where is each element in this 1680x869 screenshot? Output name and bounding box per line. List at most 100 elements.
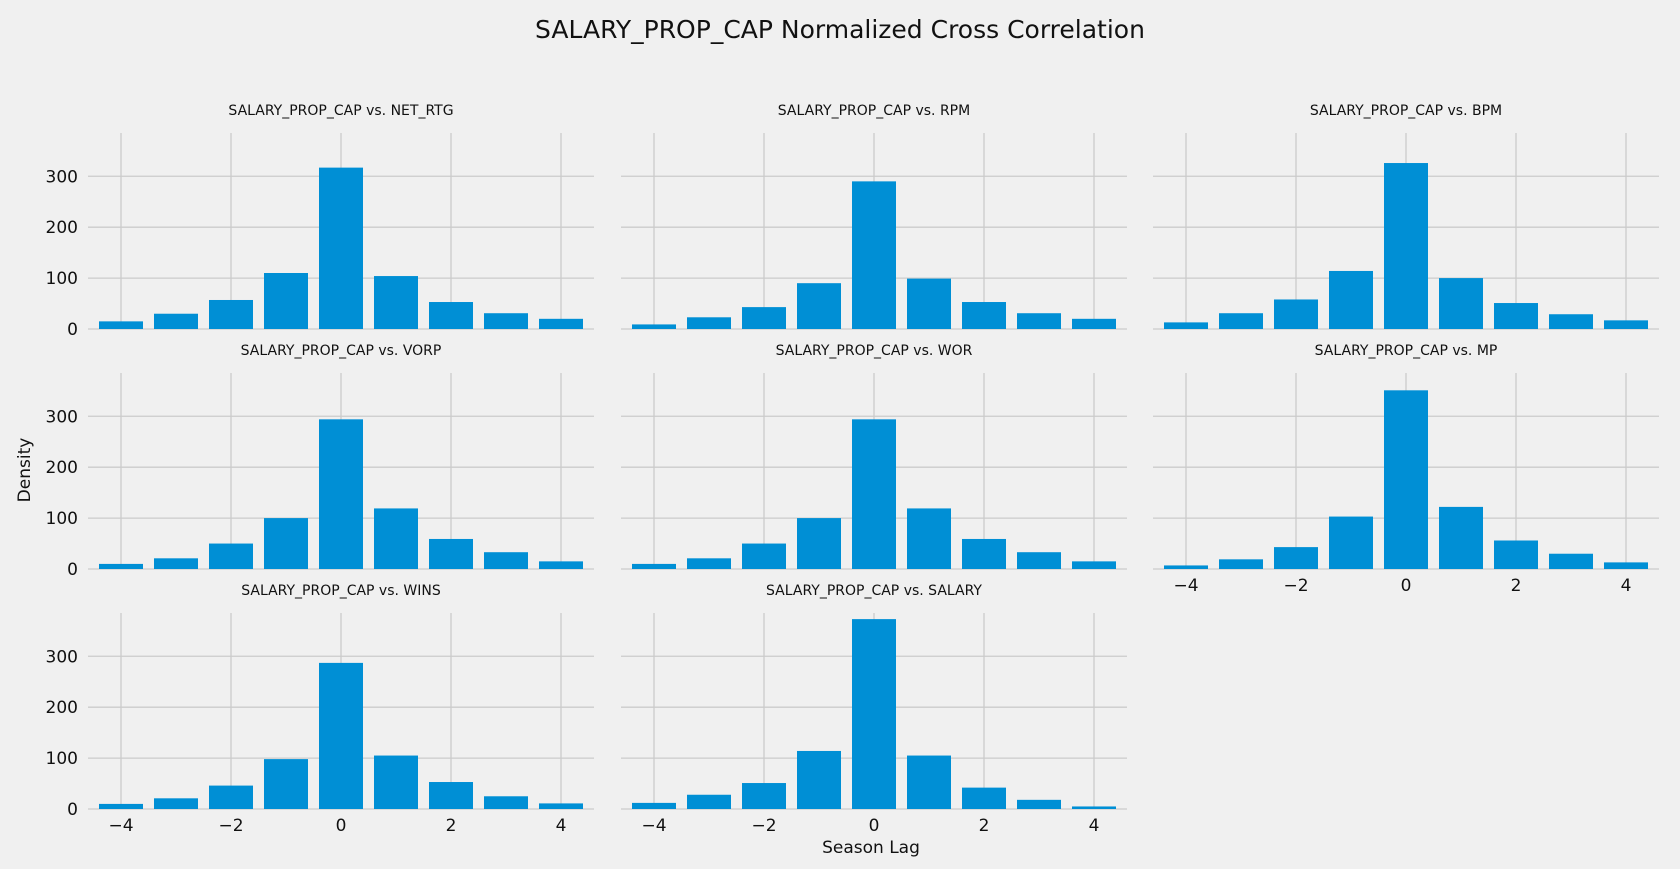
y-tick-label: 300 (46, 167, 78, 187)
x-tick-label: 2 (979, 816, 990, 836)
subplot-title: SALARY_PROP_CAP vs. RPM (778, 103, 970, 119)
bar-lag--2 (742, 783, 786, 809)
y-tick-label: 0 (67, 560, 78, 580)
bar-lag-4 (1072, 561, 1116, 569)
x-tick-label: 0 (869, 816, 880, 836)
x-tick-label: −4 (1173, 576, 1198, 596)
bar-lag-0 (319, 419, 363, 569)
bar-lag-4 (1604, 562, 1648, 569)
bar-lag-0 (852, 181, 896, 329)
x-tick-label: 4 (1089, 816, 1100, 836)
bar-lag-1 (374, 508, 418, 569)
bar-lag-1 (374, 276, 418, 329)
x-tick-label: −2 (1283, 576, 1308, 596)
x-tick-label: 4 (1621, 576, 1632, 596)
bar-lag-4 (1604, 320, 1648, 329)
y-tick-label: 100 (46, 509, 78, 529)
subplot-title: SALARY_PROP_CAP vs. SALARY (766, 583, 982, 599)
bar-lag-3 (1017, 552, 1061, 569)
subplot-grid: SALARY_PROP_CAP vs. NET_RTG0100200300SAL… (46, 103, 1659, 836)
subplot-title: SALARY_PROP_CAP vs. WINS (241, 583, 441, 599)
bar-lag-3 (484, 313, 528, 329)
x-tick-label: −4 (108, 816, 133, 836)
subplot-title: SALARY_PROP_CAP vs. MP (1315, 343, 1498, 359)
subplot-title: SALARY_PROP_CAP vs. VORP (241, 343, 442, 359)
bar-lag-4 (539, 803, 583, 809)
bar-lag--3 (687, 317, 731, 329)
bar-lag--2 (742, 543, 786, 569)
bar-lag--3 (154, 798, 198, 809)
y-axis-label: Density (15, 438, 35, 503)
bar-lag--2 (209, 543, 253, 569)
bar-lag-0 (852, 619, 896, 809)
subplot-6: SALARY_PROP_CAP vs. MP −4 −2 0 2 4 (1153, 343, 1659, 596)
bar-lag--2 (1274, 299, 1318, 329)
bar-lag--4 (99, 803, 143, 809)
x-tick-label: 4 (556, 816, 567, 836)
y-tick-label: 200 (46, 218, 78, 238)
bar-lag--4 (99, 563, 143, 569)
bar-lag-2 (429, 538, 473, 569)
bar-lag--2 (742, 307, 786, 329)
bar-lag--3 (1219, 313, 1263, 329)
subplot-title: SALARY_PROP_CAP vs. NET_RTG (228, 103, 453, 119)
y-tick-label: 300 (46, 647, 78, 667)
bar-lag-2 (429, 302, 473, 329)
y-tick-label: 100 (46, 269, 78, 289)
subplot-3: SALARY_PROP_CAP vs. BPM (1153, 103, 1659, 330)
bar-lag--4 (99, 321, 143, 329)
x-tick-label: 0 (1401, 576, 1412, 596)
bar-lag--2 (209, 785, 253, 809)
y-tick-label: 0 (67, 800, 78, 820)
subplot-2: SALARY_PROP_CAP vs. RPM (621, 103, 1127, 330)
bar-lag--3 (154, 558, 198, 569)
bar-lag-2 (962, 538, 1006, 569)
subplot-4: SALARY_PROP_CAP vs. VORP 0 100 200 300 (46, 343, 594, 580)
bar-lag-3 (1017, 313, 1061, 329)
y-tick-label: 100 (46, 749, 78, 769)
x-tick-label: −2 (751, 816, 776, 836)
bar-lag-0 (852, 419, 896, 569)
subplot-8: SALARY_PROP_CAP vs. SALARY −4 −2 0 2 4 (621, 583, 1127, 836)
bar-lag--2 (1274, 547, 1318, 569)
bar-lag--1 (264, 518, 308, 569)
bar-lag-4 (1072, 806, 1116, 809)
bar-lag-0 (319, 167, 363, 329)
bar-lag-2 (429, 782, 473, 809)
bar-lag-0 (319, 662, 363, 809)
bar-lag--1 (1329, 516, 1373, 569)
y-tick-label: 200 (46, 458, 78, 478)
bar-lag--1 (797, 750, 841, 809)
bar-lag-1 (1439, 506, 1483, 569)
x-tick-label: −2 (218, 816, 243, 836)
y-tick-label: 0 (67, 320, 78, 340)
subplot-7: SALARY_PROP_CAP vs. WINS 0 100 200 300 −4 −2 0 2… (46, 583, 594, 836)
bar-lag-0 (1384, 390, 1428, 569)
bar-lag-3 (1017, 799, 1061, 809)
bar-lag-2 (1494, 540, 1538, 569)
bar-lag--4 (632, 563, 676, 569)
bar-lag-1 (374, 755, 418, 809)
subplot-title: SALARY_PROP_CAP vs. BPM (1310, 103, 1502, 119)
bar-lag-2 (962, 787, 1006, 809)
bar-lag--3 (687, 794, 731, 809)
bar-lag--2 (209, 299, 253, 329)
bar-lag-3 (484, 796, 528, 809)
y-tick-label: 300 (46, 407, 78, 427)
x-tick-label: 0 (336, 816, 347, 836)
subplot-title: SALARY_PROP_CAP vs. WOR (776, 343, 973, 359)
x-tick-label: 2 (446, 816, 457, 836)
bar-lag--1 (1329, 270, 1373, 329)
bar-lag--1 (264, 759, 308, 809)
x-tick-label: −4 (641, 816, 666, 836)
x-tick-label: 2 (1511, 576, 1522, 596)
bar-lag-4 (539, 318, 583, 329)
y-tick-label: 200 (46, 698, 78, 718)
figure-title: SALARY_PROP_CAP Normalized Cross Correla… (535, 15, 1145, 44)
bar-lag-1 (1439, 278, 1483, 329)
bar-lag-1 (907, 508, 951, 569)
bar-lag-3 (1549, 314, 1593, 329)
bar-lag-3 (1549, 553, 1593, 569)
bar-lag--3 (687, 558, 731, 569)
